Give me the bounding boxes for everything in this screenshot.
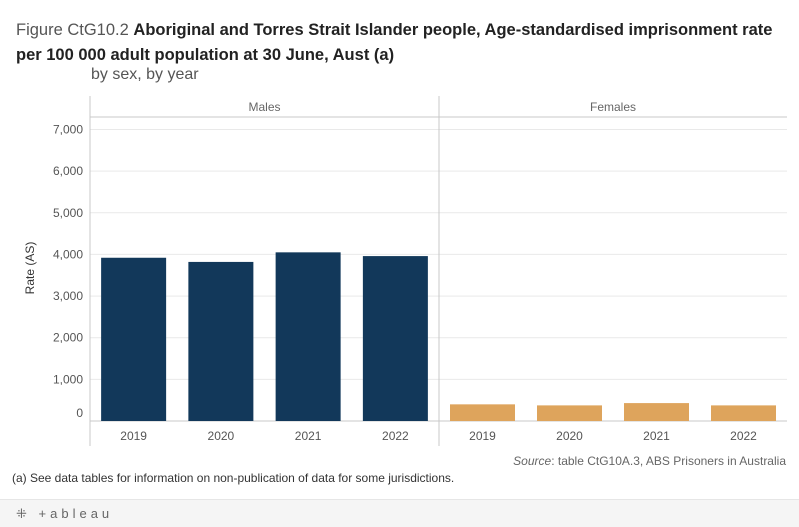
source-note: Source: table CtG10A.3, ABS Prisoners in… — [513, 454, 786, 468]
bar-females-2021 — [624, 403, 689, 421]
x-tick-label: 2019 — [120, 429, 147, 443]
tableau-plus-icon: ⁜ — [16, 506, 31, 521]
panel-header-males: Males — [248, 100, 280, 114]
bar-males-2022 — [362, 256, 428, 421]
bar-females-2020 — [537, 405, 602, 421]
bar-males-2020 — [188, 261, 254, 421]
y-tick-label: 0 — [76, 406, 83, 420]
y-tick-label: 6,000 — [53, 164, 83, 178]
bar-chart: Males 2019 2020 2021 2022 Females 2019 2020 2021… — [23, 96, 787, 446]
x-tick-label: 2021 — [295, 429, 322, 443]
toolbar: ⁜ +ableau — [0, 499, 799, 527]
panel-header-females: Females — [590, 100, 636, 114]
title-text: Aboriginal and Torres Strait Islander pe… — [16, 21, 773, 64]
bar-females-2019 — [450, 404, 515, 421]
x-tick-label: 2021 — [643, 429, 670, 443]
source-text: : table CtG10A.3, ABS Prisoners in Austr… — [551, 454, 786, 468]
x-tick-label: 2020 — [556, 429, 583, 443]
bar-males-2021 — [275, 252, 341, 421]
source-label: Source — [513, 454, 552, 468]
x-tick-label: 2019 — [469, 429, 496, 443]
footnote: (a) See data tables for information on n… — [12, 471, 455, 485]
chart-title: Figure CtG10.2 Aboriginal and Torres Str… — [16, 18, 791, 68]
y-axis-title: Rate (AS) — [23, 242, 37, 295]
y-tick-label: 5,000 — [53, 206, 83, 220]
y-tick-label: 2,000 — [53, 331, 83, 345]
y-tick-label: 7,000 — [53, 122, 83, 136]
y-tick-label: 1,000 — [53, 372, 83, 386]
y-tick-label: 4,000 — [53, 247, 83, 261]
x-tick-label: 2022 — [730, 429, 757, 443]
figure-label: Figure CtG10.2 — [16, 21, 129, 39]
chart-subtitle: by sex, by year — [91, 66, 199, 83]
logo-text: +ableau — [38, 506, 114, 521]
y-tick-label: 3,000 — [53, 289, 83, 303]
bar-females-2022 — [711, 405, 776, 421]
x-tick-label: 2022 — [382, 429, 409, 443]
x-tick-label: 2020 — [208, 429, 235, 443]
tableau-logo[interactable]: ⁜ +ableau — [16, 506, 113, 522]
bar-males-2019 — [101, 257, 167, 421]
